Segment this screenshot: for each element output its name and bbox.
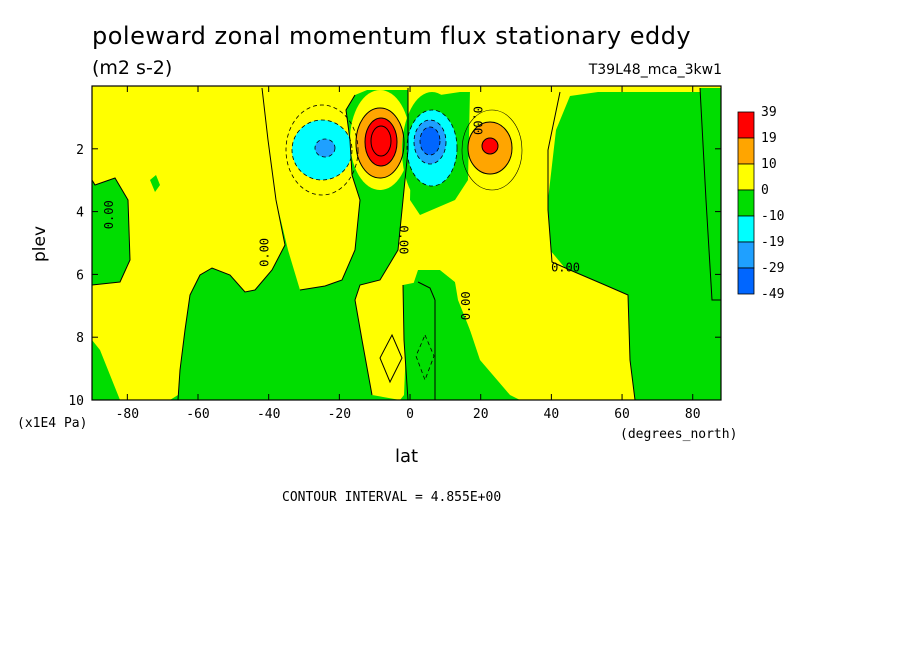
contour-pos-mid-inner bbox=[364, 117, 398, 167]
colorbar-swatch bbox=[737, 111, 755, 139]
y-tick-label: 4 bbox=[76, 206, 84, 221]
contour-diamond-left bbox=[379, 333, 403, 384]
contour-label: 0.00 bbox=[551, 260, 580, 274]
contour-label: 0.00 bbox=[102, 200, 116, 229]
x-axis-units: (degrees_north) bbox=[620, 427, 738, 442]
y-axis-ticks: 2 4 6 8 10 bbox=[68, 143, 721, 409]
contour-neg-left-outer bbox=[285, 104, 359, 196]
contour-zero-right bbox=[547, 91, 636, 400]
contour-pos-right-inner bbox=[481, 137, 499, 155]
x-tick-label: 60 bbox=[614, 407, 630, 422]
chart-title: poleward zonal momentum flux stationary … bbox=[92, 22, 692, 50]
colorbar-label: -29 bbox=[761, 261, 784, 276]
contour-zero-far-left bbox=[92, 177, 131, 286]
x-tick-label: -80 bbox=[116, 407, 139, 422]
field-green-small-lower bbox=[278, 350, 292, 400]
field-green-center-strip bbox=[403, 282, 435, 400]
contour-zero-far-right bbox=[699, 87, 721, 301]
contour-neg-mid-inner bbox=[413, 119, 447, 165]
contour-neg-mid-outer bbox=[406, 109, 458, 187]
x-tick-label: -60 bbox=[186, 407, 209, 422]
y-axis-units: (x1E4 Pa) bbox=[17, 416, 88, 431]
contour-label: 0.00 bbox=[459, 291, 473, 320]
colorbar-label: -19 bbox=[761, 235, 784, 250]
contour-lines bbox=[92, 87, 721, 400]
y-tick-label: 10 bbox=[68, 394, 84, 409]
contour-pos-mid-outer bbox=[355, 107, 405, 179]
contour-zero-left bbox=[177, 87, 286, 400]
plot-frame bbox=[91, 85, 722, 401]
colorbar: 39 19 10 0 -10 -19 -29 -49 bbox=[737, 105, 784, 302]
colorbar-label: 19 bbox=[761, 131, 777, 146]
contour-label: 0.00 bbox=[396, 225, 410, 254]
contour-labels: 0.00 0.00 0.00 0.00 0.00 0.00 bbox=[102, 106, 580, 320]
contour-neg-mid-core bbox=[419, 126, 441, 156]
contour-zero-center-strip bbox=[402, 281, 436, 400]
x-axis-ticks: -80 -60 -40 -20 0 20 40 60 80 bbox=[116, 86, 701, 422]
x-tick-label: -20 bbox=[328, 407, 351, 422]
contour-zero-center-left bbox=[299, 94, 361, 291]
field-blue-mid bbox=[420, 127, 440, 155]
colorbar-label: -49 bbox=[761, 287, 784, 302]
contour-neg-left-inner bbox=[291, 119, 353, 181]
field-red-mid bbox=[365, 118, 397, 166]
contour-zero-center bbox=[354, 88, 409, 396]
colorbar-swatch bbox=[737, 189, 755, 217]
contour-pos-mid-core bbox=[370, 125, 392, 157]
y-tick-label: 8 bbox=[76, 331, 84, 346]
contour-label: 0.00 bbox=[258, 238, 272, 267]
field-yellow-left-lobe bbox=[92, 88, 285, 400]
colorbar-label: 10 bbox=[761, 157, 777, 172]
colorbar-swatch bbox=[737, 163, 755, 191]
chart-units: (m2 s-2) bbox=[92, 57, 173, 79]
colorbar-label: -10 bbox=[761, 209, 784, 224]
x-tick-label: 80 bbox=[685, 407, 701, 422]
contour-interval: CONTOUR INTERVAL = 4.855E+00 bbox=[282, 490, 502, 505]
colorbar-swatch bbox=[737, 267, 755, 295]
field-green-strip-right bbox=[700, 88, 721, 300]
colorbar-swatch bbox=[737, 215, 755, 243]
x-tick-label: 40 bbox=[544, 407, 560, 422]
x-tick-label: 0 bbox=[406, 407, 414, 422]
x-tick-label: -40 bbox=[257, 407, 280, 422]
colorbar-label: 0 bbox=[761, 183, 769, 198]
colorbar-swatch bbox=[737, 241, 755, 269]
contour-neg-left-core bbox=[314, 138, 336, 158]
y-tick-label: 2 bbox=[76, 143, 84, 158]
dataset-label: T39L48_mca_3kw1 bbox=[588, 62, 722, 78]
contour-label: 0.00 bbox=[471, 106, 485, 135]
field-blue-left bbox=[315, 139, 335, 157]
contour-lines-negative bbox=[285, 104, 458, 382]
contour-pos-right-wide bbox=[461, 109, 523, 191]
contour-fields bbox=[92, 86, 721, 400]
field-green-small-spot bbox=[150, 175, 160, 192]
contour-pos-right-outer bbox=[467, 121, 513, 175]
x-axis-label: lat bbox=[395, 446, 419, 467]
colorbar-label: 39 bbox=[761, 105, 777, 120]
contour-diamond-right bbox=[415, 333, 435, 382]
field-red-right bbox=[482, 138, 498, 154]
colorbar-swatch bbox=[737, 137, 755, 165]
y-tick-label: 6 bbox=[76, 268, 84, 283]
x-tick-label: 20 bbox=[473, 407, 489, 422]
